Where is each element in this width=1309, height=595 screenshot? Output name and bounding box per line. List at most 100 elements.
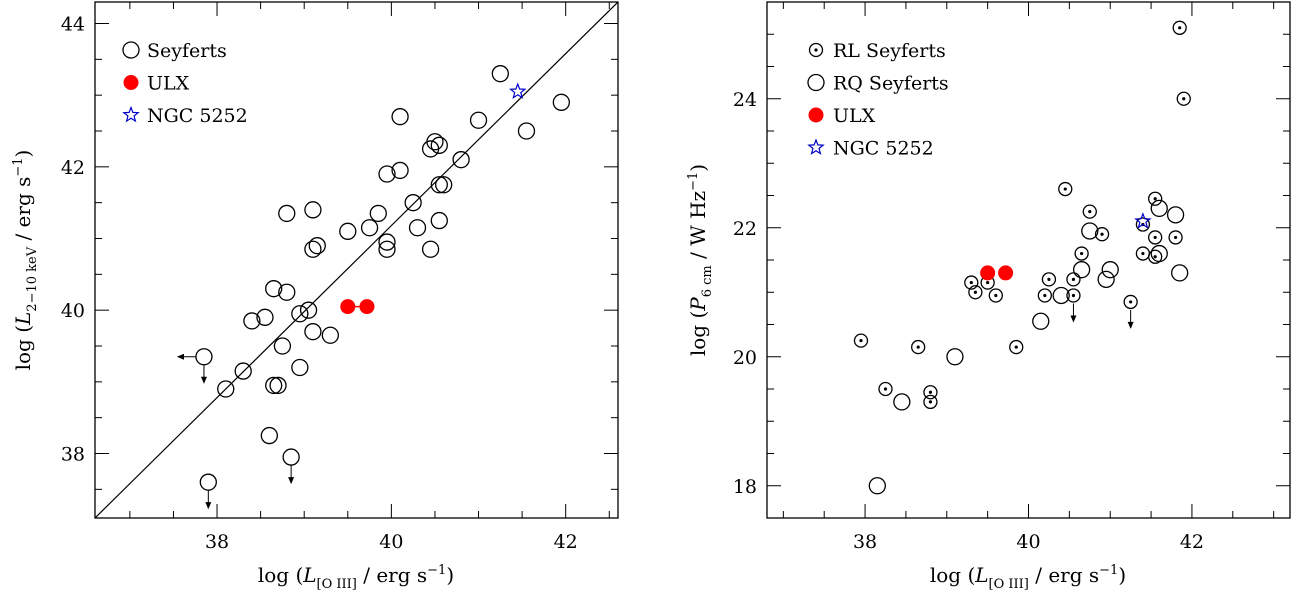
- y-tick-label: 38: [61, 444, 85, 466]
- seyferts-point: [291, 305, 309, 323]
- y-axis-label-pre: log (: [686, 311, 710, 356]
- x-axis-label-symbol: L: [302, 563, 316, 587]
- rl-seyferts-point: [853, 333, 869, 348]
- ngc-5252-point: [509, 82, 527, 100]
- seyferts-left-limit-arrow-head: [176, 353, 184, 360]
- rl-seyferts-point: [923, 385, 938, 400]
- seyferts-point: [469, 111, 488, 129]
- rq-seyferts-point: [893, 393, 911, 411]
- rl-seyferts-upper-limit-arrow: [1127, 309, 1134, 329]
- legend-label-ulx: ULX: [147, 73, 190, 95]
- x-axis-label-close: ): [446, 563, 454, 587]
- y-axis-label-subscript: 6 cm: [700, 265, 715, 297]
- rl-seyferts-point: [1168, 230, 1183, 245]
- seyferts-upper-limit-arrow: [288, 465, 295, 485]
- seyferts-point: [278, 283, 296, 301]
- seyferts-point: [291, 358, 309, 377]
- y-axis-label: log (L2−10 keV / erg s−1): [11, 150, 40, 371]
- seyferts-point: [430, 176, 448, 194]
- seyferts-point: [391, 161, 409, 180]
- seyferts-point: [304, 201, 322, 219]
- y-tick-label: 42: [61, 157, 85, 179]
- rl-seyferts-point-dot: [1173, 235, 1178, 240]
- rl-seyferts-point-dot: [928, 390, 933, 394]
- rl-seyferts-upper-limit-arrow-head: [1070, 315, 1077, 323]
- ngc-5252-point: [1134, 212, 1152, 229]
- seyferts-point: [435, 176, 453, 194]
- seyferts-point: [260, 426, 278, 445]
- x-axis-label-unit: / erg s: [1029, 563, 1099, 587]
- rl-seyferts-point-ring: [1168, 230, 1183, 245]
- rl-seyferts-point: [878, 381, 893, 397]
- rl-seyferts-point-dot: [1071, 277, 1076, 281]
- legend-marker-seyferts: [122, 41, 140, 59]
- rl-seyferts-point-dot: [1141, 251, 1145, 256]
- rl-seyferts-limit-point-dot: [1129, 300, 1133, 304]
- seyferts-upper-limit-arrow-head: [288, 477, 295, 485]
- rl-seyferts-point: [988, 288, 1003, 303]
- rq-seyferts-point: [1150, 199, 1168, 218]
- rl-seyferts-point-ring: [1148, 230, 1163, 245]
- rl-seyferts-point: [1172, 20, 1187, 35]
- legend-marker-rq-seyferts: [807, 73, 825, 92]
- rl-seyferts-point: [1009, 339, 1024, 355]
- rq-seyferts-point: [1032, 312, 1050, 330]
- rq-seyferts-point: [1150, 244, 1168, 263]
- ulx-point: [998, 265, 1014, 281]
- legend-label-rl-seyferts: RL Seyferts: [833, 40, 946, 62]
- rl-seyferts-point: [923, 394, 938, 410]
- legend: Seyferts ULX NGC 5252: [122, 40, 248, 127]
- plot-frame: [94, 1, 619, 519]
- rq-seyferts-point: [1166, 206, 1185, 224]
- seyferts-point: [491, 65, 509, 83]
- rl-seyferts-point: [1037, 288, 1052, 303]
- rl-seyferts-point: [1066, 272, 1081, 287]
- rl-seyferts-limit-point-ring: [1066, 288, 1081, 303]
- y-axis-label-unit: / erg s: [11, 177, 35, 247]
- rl-seyferts-point: [1058, 181, 1073, 197]
- seyferts-limit-point: [195, 348, 213, 366]
- y-axis-label: log (P6 cm / W Hz−1): [686, 164, 715, 356]
- rl-seyferts-point-ring: [1094, 227, 1110, 242]
- seyferts-point: [421, 240, 440, 258]
- y-axis-label-pre: log (: [11, 325, 35, 370]
- x-axis-label-subscript: [O III]: [317, 577, 357, 592]
- rl-seyferts-point: [1041, 272, 1057, 287]
- rl-seyferts-point-dot: [1047, 277, 1051, 281]
- legend-label-rq-seyferts: RQ Seyferts: [833, 73, 949, 95]
- seyferts-upper-limit-arrow-head: [205, 502, 212, 510]
- seyferts-point: [430, 211, 448, 230]
- rl-seyferts-point-dot: [1063, 187, 1067, 191]
- data-layer: [95, 2, 618, 518]
- rl-seyferts-point-ring: [1135, 217, 1151, 232]
- legend-marker-ulx: [808, 107, 824, 123]
- seyferts-point: [304, 240, 322, 258]
- x-axis-label-pre: log (: [258, 563, 303, 587]
- seyferts-point: [243, 312, 261, 330]
- seyferts-upper-limit-arrow: [205, 490, 212, 510]
- rl-seyferts-point-dot: [969, 280, 973, 285]
- rl-seyferts-point-ring: [923, 394, 938, 410]
- rl-seyferts-point-ring: [968, 285, 983, 300]
- legend-marker-ngc-5252: [807, 138, 825, 155]
- ulx-point: [340, 299, 356, 315]
- rl-seyferts-point-ring: [1009, 339, 1024, 355]
- y-tick-label: 44: [61, 14, 85, 36]
- rl-seyferts-point-dot: [928, 400, 933, 404]
- y-axis-label-symbol: P: [686, 297, 710, 312]
- y-tick-label: 18: [733, 476, 757, 498]
- seyferts-point: [308, 237, 326, 255]
- legend-label-seyferts: Seyferts: [147, 40, 227, 62]
- seyferts-point: [426, 133, 444, 151]
- x-tick-label: 42: [1180, 531, 1204, 553]
- seyferts-point: [321, 326, 340, 344]
- legend-label-ngc-5252: NGC 5252: [147, 105, 248, 127]
- x-axis-label-close: ): [1118, 563, 1126, 587]
- rl-seyferts-point: [1148, 230, 1163, 245]
- seyferts-point: [339, 222, 357, 240]
- rl-seyferts-upper-limit-arrow-head: [1127, 321, 1134, 329]
- seyferts-upper-limit-arrow: [200, 364, 207, 384]
- rl-seyferts-point-dot: [883, 387, 888, 391]
- x-axis-label-superscript: −1: [427, 563, 446, 578]
